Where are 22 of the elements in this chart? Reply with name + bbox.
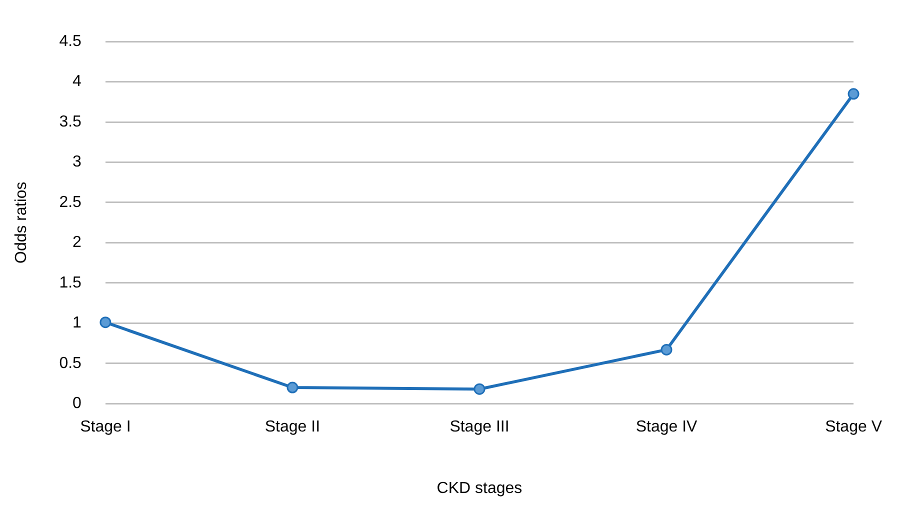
y-tick-label: 4.5 <box>59 33 82 50</box>
point <box>100 316 112 328</box>
point <box>286 382 298 394</box>
x-tick-label: Stage II <box>264 418 320 436</box>
y-tick-label: 1 <box>72 314 82 332</box>
point <box>848 88 860 100</box>
y-tick-label: 2 <box>72 234 82 252</box>
point <box>660 344 672 356</box>
y-tick-label: 3 <box>72 154 82 171</box>
x-axis-title: CKD stages <box>436 480 522 497</box>
point <box>474 383 486 395</box>
x-tick-label: Stage I <box>80 418 131 436</box>
y-tick-label: 0.5 <box>59 354 82 372</box>
x-tick-label: Stage V <box>825 418 882 436</box>
y-tick-label: 3.5 <box>59 113 82 130</box>
x-tick-label: Stage III <box>450 418 510 436</box>
y-axis-title: Odds ratios <box>13 182 30 264</box>
y-tick-label: 2.5 <box>59 194 82 211</box>
x-tick-label: Stage IV <box>636 418 698 436</box>
y-tick-label: 4 <box>72 73 82 90</box>
y-tick-label: 1.5 <box>59 274 82 292</box>
y-tick-label: 0 <box>72 395 82 412</box>
